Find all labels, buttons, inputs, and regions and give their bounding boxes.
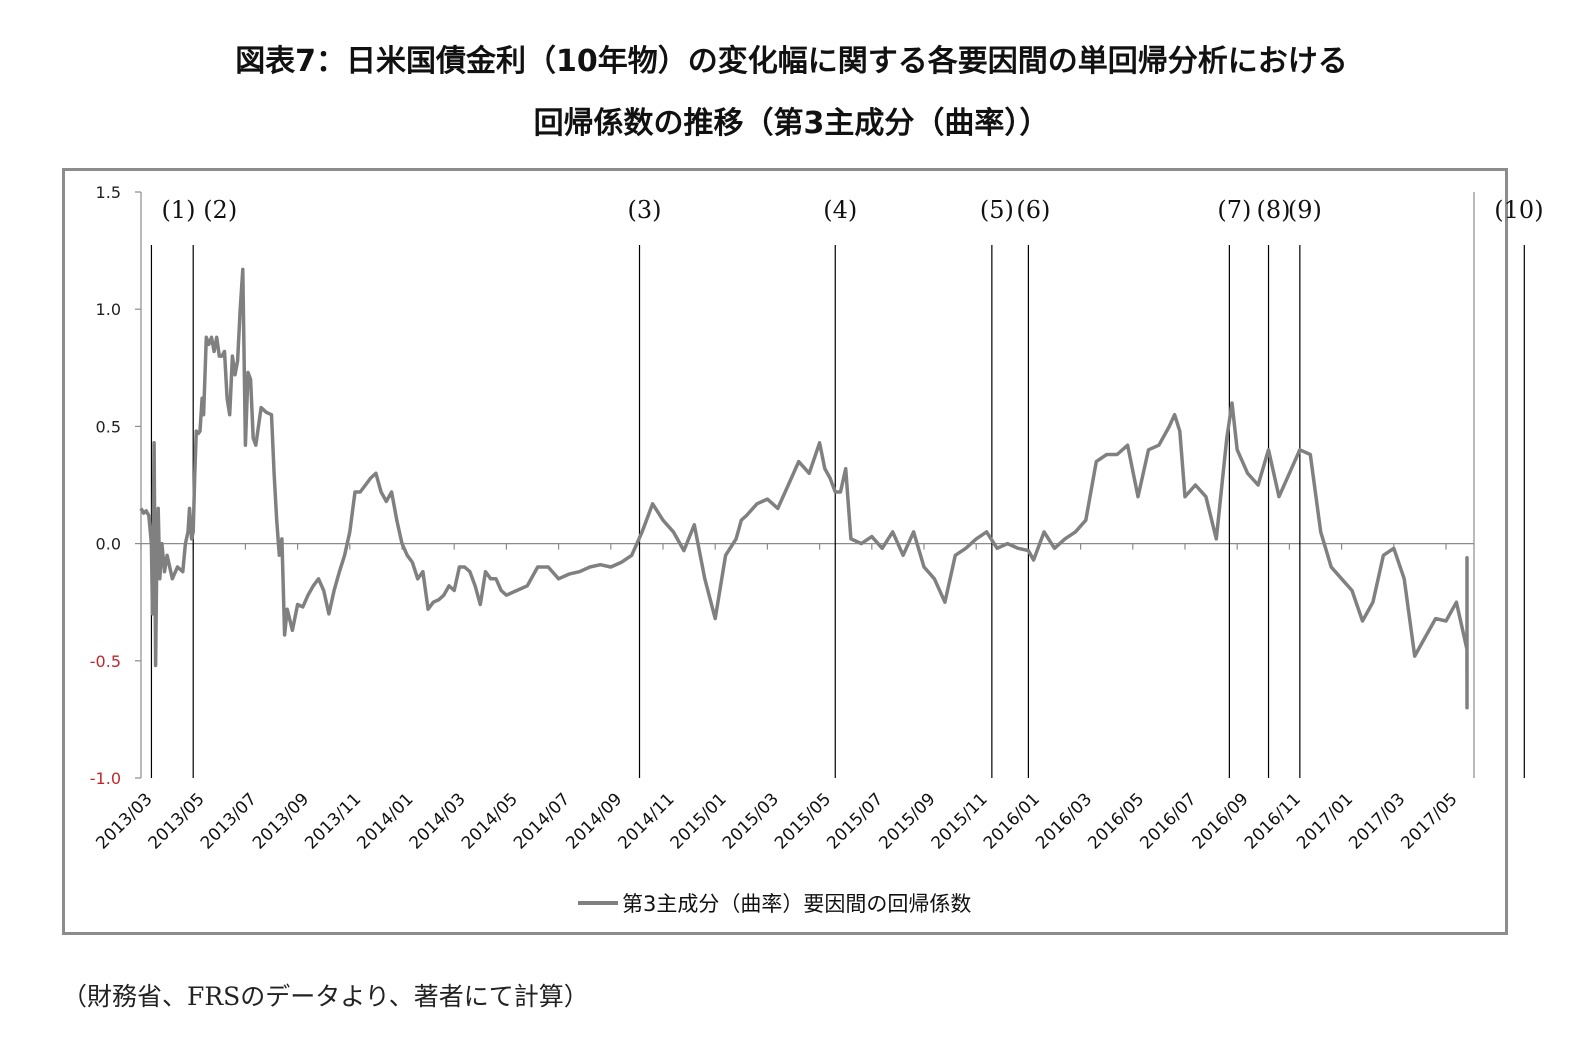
series-line <box>139 267 1469 710</box>
x-tick-label: 2013/05 <box>145 789 209 853</box>
x-tick-label: 2013/09 <box>249 789 313 853</box>
event-label: (3) <box>628 196 662 224</box>
x-axis-labels: 2013/032013/052013/072013/092013/112014/… <box>92 789 1461 853</box>
event-label: (6) <box>1016 196 1050 224</box>
event-label: (5) <box>980 196 1014 224</box>
x-tick-label: 2016/03 <box>1032 789 1096 853</box>
x-tick-label: 2014/07 <box>510 789 574 853</box>
x-tick-label: 2014/05 <box>458 789 522 853</box>
series-polyline <box>139 267 1469 710</box>
chart-title-line-2: 回帰係数の推移（第3主成分（曲率）） <box>533 106 1050 141</box>
x-tick-label: 2016/01 <box>980 789 1044 853</box>
event-markers: (1) (2) (3) (4) (5) (6) (7) (8)(9) (10) <box>150 196 1544 778</box>
y-tick-label: -0.5 <box>90 652 121 671</box>
event-label: (4) <box>823 196 857 224</box>
x-tick-label: 2016/05 <box>1084 789 1148 853</box>
y-tick-label: 1.5 <box>96 183 121 202</box>
source-note: （財務省、FRSのデータより、著者にて計算） <box>62 982 589 1011</box>
chart-title-line-1: 図表7：日米国債金利（10年物）の変化幅に関する各要因間の単回帰分析における <box>235 44 1348 79</box>
x-tick-label: 2014/03 <box>406 789 470 853</box>
chart-axes: 1.5 1.0 0.5 0.0 -0.5 -1.0 <box>90 183 1475 788</box>
event-label: (1) <box>161 196 195 224</box>
x-tick-label: 2015/09 <box>875 789 939 853</box>
x-tick-label: 2016/07 <box>1136 789 1200 853</box>
x-tick-label: 2013/07 <box>197 789 261 853</box>
chart-frame <box>62 168 1508 935</box>
x-tick-label: 2014/09 <box>562 789 626 853</box>
x-tick-label: 2016/11 <box>1241 789 1305 853</box>
x-tick-label: 2017/01 <box>1293 789 1357 853</box>
legend-label: 第3主成分（曲率）要因間の回帰係数 <box>622 892 971 916</box>
x-tick-label: 2013/11 <box>301 789 365 853</box>
x-tick-label: 2014/01 <box>353 789 417 853</box>
event-label: (9) <box>1288 196 1322 224</box>
y-tick-label: 1.0 <box>96 300 121 319</box>
x-tick-label: 2015/03 <box>719 789 783 853</box>
y-tick-label: 0.5 <box>96 417 121 436</box>
x-tick-label: 2017/05 <box>1397 789 1461 853</box>
x-tick-label: 2015/11 <box>928 789 992 853</box>
x-tick-label: 2015/07 <box>823 789 887 853</box>
x-tick-label: 2015/05 <box>771 789 835 853</box>
x-tick-label: 2014/11 <box>614 789 678 853</box>
x-tick-label: 2017/03 <box>1345 789 1409 853</box>
x-tick-label: 2015/01 <box>667 789 731 853</box>
x-tick-label: 2016/09 <box>1189 789 1253 853</box>
legend: 第3主成分（曲率）要因間の回帰係数 <box>578 892 971 916</box>
event-label: (7) <box>1217 196 1251 224</box>
x-tick-label: 2013/03 <box>92 789 156 853</box>
event-label: (10) <box>1494 196 1543 224</box>
event-label: (8) <box>1257 196 1291 224</box>
y-tick-label: -1.0 <box>90 769 121 788</box>
y-tick-label: 0.0 <box>96 535 121 554</box>
event-label: (2) <box>203 196 237 224</box>
